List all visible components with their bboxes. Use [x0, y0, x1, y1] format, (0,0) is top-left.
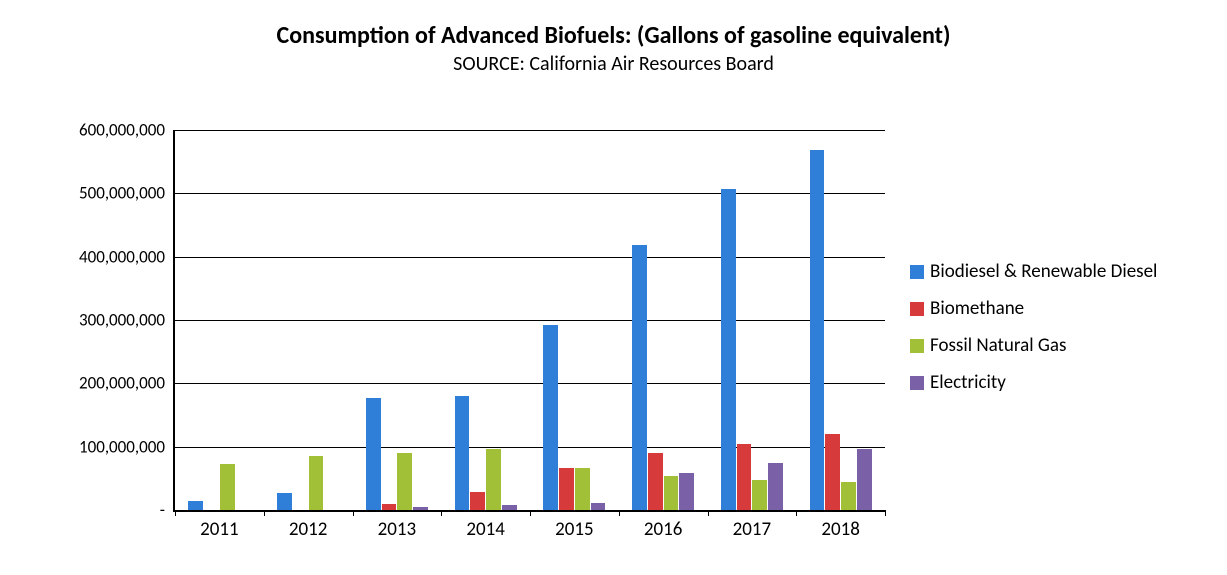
bar [277, 493, 292, 510]
legend-swatch [910, 339, 924, 353]
bar [486, 449, 501, 510]
x-tick-mark [796, 510, 797, 516]
y-tick-label: - [160, 500, 175, 521]
y-tick-label: 100,000,000 [79, 436, 175, 457]
x-tick-label: 2015 [555, 510, 594, 541]
bar [455, 396, 470, 510]
y-tick-label: 400,000,000 [79, 246, 175, 267]
bar [664, 476, 679, 510]
y-tick-label: 300,000,000 [79, 310, 175, 331]
bar [737, 444, 752, 511]
legend: Biodiesel & Renewable Diesel Biomethane Fo… [910, 262, 1157, 410]
legend-label: Biodiesel & Renewable Diesel [930, 262, 1157, 281]
bar [413, 507, 428, 510]
x-tick-mark [708, 510, 709, 516]
x-tick-mark [619, 510, 620, 516]
legend-swatch [910, 265, 924, 279]
bar [721, 189, 736, 510]
bar [841, 482, 856, 511]
x-tick-label: 2012 [289, 510, 328, 541]
bar [632, 245, 647, 510]
x-tick-label: 2017 [733, 510, 772, 541]
bar [825, 434, 840, 510]
y-gridline [175, 383, 885, 384]
chart-container: Consumption of Advanced Biofuels: (Gallo… [0, 0, 1227, 575]
x-tick-label: 2014 [466, 510, 505, 541]
x-tick-label: 2016 [644, 510, 683, 541]
legend-label: Biomethane [930, 299, 1024, 318]
bar [220, 464, 235, 510]
bar [591, 503, 606, 510]
y-gridline [175, 193, 885, 194]
legend-item: Electricity [910, 373, 1157, 392]
y-tick-label: 200,000,000 [79, 373, 175, 394]
bar [810, 150, 825, 510]
bar [575, 468, 590, 510]
x-tick-label: 2011 [200, 510, 239, 541]
y-tick-label: 600,000,000 [79, 120, 175, 141]
x-tick-mark [175, 510, 176, 516]
bar [397, 453, 412, 510]
x-tick-label: 2013 [378, 510, 417, 541]
legend-label: Electricity [930, 373, 1006, 392]
y-tick-label: 500,000,000 [79, 183, 175, 204]
legend-item: Biomethane [910, 299, 1157, 318]
y-gridline [175, 257, 885, 258]
bar [382, 504, 397, 510]
bar [470, 492, 485, 510]
legend-label: Fossil Natural Gas [930, 336, 1066, 355]
chart-subtitle: SOURCE: California Air Resources Board [0, 52, 1227, 76]
y-gridline [175, 447, 885, 448]
legend-item: Biodiesel & Renewable Diesel [910, 262, 1157, 281]
x-tick-label: 2018 [821, 510, 860, 541]
plot-area: -100,000,000200,000,000300,000,000400,00… [173, 130, 885, 512]
legend-swatch [910, 302, 924, 316]
x-tick-mark [441, 510, 442, 516]
bar [502, 505, 517, 510]
bar [768, 463, 783, 511]
bar [857, 449, 872, 510]
bar [543, 325, 558, 510]
legend-item: Fossil Natural Gas [910, 336, 1157, 355]
bar [752, 480, 767, 510]
x-tick-mark [530, 510, 531, 516]
x-tick-mark [264, 510, 265, 516]
legend-swatch [910, 376, 924, 390]
bar [559, 468, 574, 510]
bar [309, 456, 324, 510]
bar [679, 473, 694, 510]
x-tick-mark [353, 510, 354, 516]
bar [188, 501, 203, 511]
bar [366, 398, 381, 510]
y-gridline [175, 320, 885, 321]
x-tick-mark [885, 510, 886, 516]
y-gridline [175, 130, 885, 131]
chart-title: Consumption of Advanced Biofuels: (Gallo… [0, 22, 1227, 51]
bar [648, 453, 663, 510]
